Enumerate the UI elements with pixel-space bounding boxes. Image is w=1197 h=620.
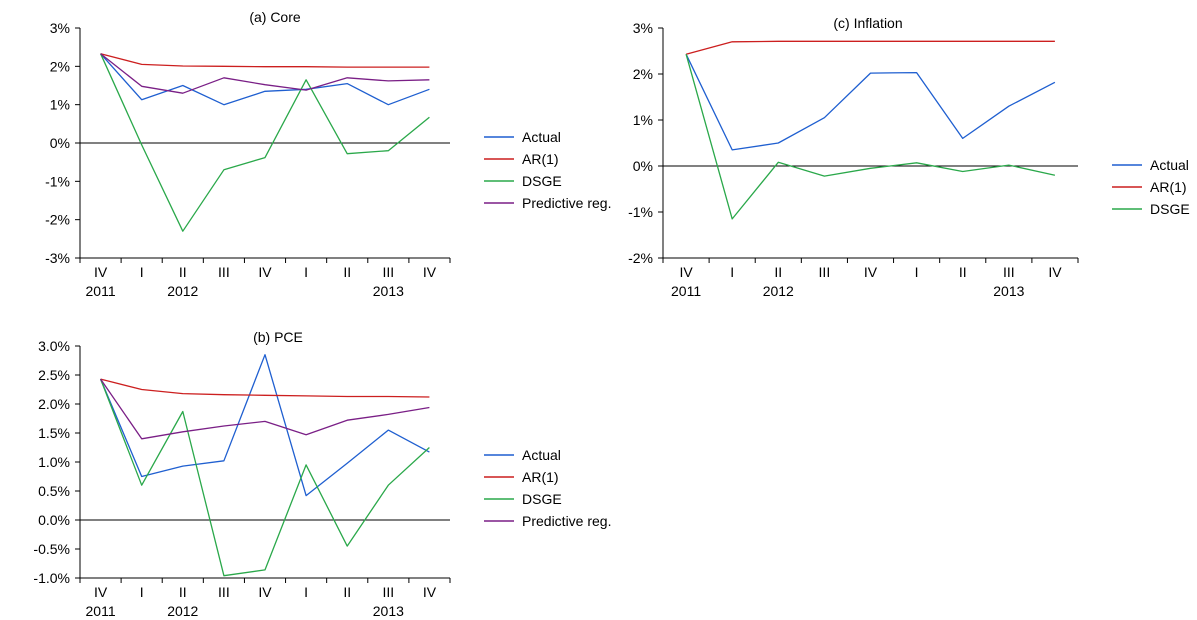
x-tick-label: IV [94, 584, 108, 600]
y-tick-label: 2% [633, 66, 653, 82]
y-tick-label: 1.0% [38, 454, 70, 470]
x-tick-label: II [343, 584, 351, 600]
legend-label: Actual [1150, 157, 1189, 173]
year-label: 2013 [373, 603, 404, 619]
year-label: 2011 [86, 603, 116, 619]
x-tick-label: III [218, 584, 230, 600]
series-line-actual [685, 53, 1056, 151]
legend-label: AR(1) [522, 151, 559, 167]
y-tick-label: 3.0% [38, 338, 70, 354]
legend-label: Predictive reg. [522, 195, 611, 211]
x-tick-label: I [140, 584, 144, 600]
chart-title: (b) PCE [253, 329, 303, 345]
x-tick-label: IV [258, 264, 272, 280]
y-tick-label: -1% [45, 173, 70, 189]
legend: Actual AR(1) DSGE Predictive reg. [484, 447, 611, 529]
chart-title: (a) Core [249, 9, 301, 25]
year-label: 2011 [86, 283, 116, 299]
series-line-ar-1 [100, 378, 430, 398]
year-label: 2012 [167, 283, 198, 299]
y-tick-label: 2.5% [38, 367, 70, 383]
x-tick-label: II [179, 584, 187, 600]
x-tick-label: I [730, 264, 734, 280]
legend-label: DSGE [522, 491, 562, 507]
x-tick-label: III [382, 264, 394, 280]
y-tick-label: 0.0% [38, 512, 70, 528]
legend: Actual AR(1) DSGE Predictive reg. [484, 129, 611, 211]
series-line-dsge [685, 54, 1056, 220]
x-tick-label: IV [864, 264, 878, 280]
y-tick-label: -3% [45, 250, 70, 266]
x-tick-label: II [959, 264, 967, 280]
series-line-predictive-reg [100, 53, 430, 94]
y-tick-label: 2% [50, 58, 70, 74]
chart-panel-1: (b) PCE 3.0% 2.5% 2.0% 1.5% 1.0% 0.5% 0.0% -0.5%… [33, 329, 611, 619]
series-line-predictive-reg [100, 378, 430, 440]
y-tick-label: 1% [50, 97, 70, 113]
legend-label: DSGE [1150, 201, 1190, 217]
y-tick-label: 1% [633, 112, 653, 128]
y-tick-label: 3% [633, 20, 653, 36]
x-tick-label: I [304, 264, 308, 280]
x-tick-label: IV [94, 264, 108, 280]
y-tick-label: 1.5% [38, 425, 70, 441]
legend-label: DSGE [522, 173, 562, 189]
year-label: 2012 [167, 603, 198, 619]
series-line-actual [100, 354, 430, 497]
year-label: 2013 [373, 283, 404, 299]
y-tick-label: -2% [628, 250, 653, 266]
y-tick-label: -1.0% [33, 570, 70, 586]
y-tick-label: 3% [50, 20, 70, 36]
x-tick-label: I [140, 264, 144, 280]
series-line-dsge [100, 53, 430, 232]
x-tick-label: III [819, 264, 831, 280]
x-tick-label: III [1003, 264, 1015, 280]
x-tick-label: I [915, 264, 919, 280]
series-line-actual [100, 53, 430, 106]
y-tick-label: -0.5% [33, 541, 70, 557]
y-tick-label: 0% [50, 135, 70, 151]
legend-label: Actual [522, 129, 561, 145]
chart-title: (c) Inflation [833, 15, 902, 31]
series-line-ar-1 [685, 40, 1055, 55]
x-tick-label: IV [423, 584, 437, 600]
series-line-dsge [99, 378, 430, 577]
x-tick-label: II [343, 264, 351, 280]
legend-label: AR(1) [522, 469, 559, 485]
year-label: 2011 [671, 283, 701, 299]
y-tick-label: 2.0% [38, 396, 70, 412]
y-tick-label: -2% [45, 212, 70, 228]
y-tick-label: 0.5% [38, 483, 70, 499]
y-tick-label: 0% [633, 158, 653, 174]
legend-label: Predictive reg. [522, 513, 611, 529]
x-tick-label: II [179, 264, 187, 280]
x-tick-label: IV [679, 264, 693, 280]
x-tick-label: II [774, 264, 782, 280]
legend-label: AR(1) [1150, 179, 1187, 195]
x-tick-label: III [218, 264, 230, 280]
series-line-ar-1 [100, 53, 430, 68]
x-tick-label: IV [423, 264, 437, 280]
year-label: 2013 [993, 283, 1024, 299]
legend-label: Actual [522, 447, 561, 463]
legend: Actual AR(1) DSGE [1112, 157, 1190, 217]
x-tick-label: IV [1048, 264, 1062, 280]
year-label: 2012 [763, 283, 794, 299]
x-tick-label: IV [258, 584, 272, 600]
x-tick-label: I [304, 584, 308, 600]
y-tick-label: -1% [628, 204, 653, 220]
x-tick-label: III [382, 584, 394, 600]
